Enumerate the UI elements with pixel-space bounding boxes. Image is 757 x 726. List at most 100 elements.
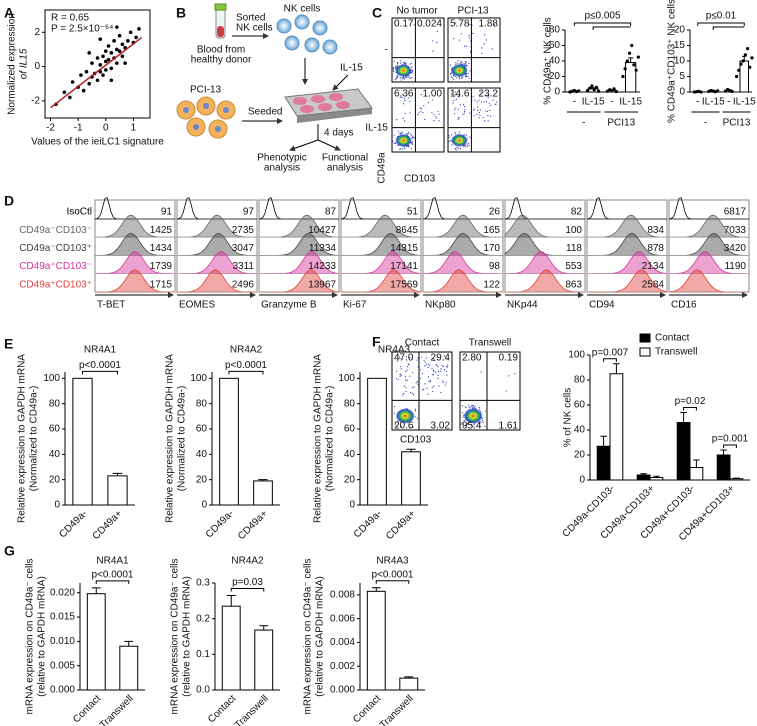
- flow-event: [425, 363, 427, 366]
- point: [87, 81, 92, 86]
- row-label: CD49a⁺CD103⁺: [19, 279, 92, 290]
- point: [62, 90, 67, 95]
- flow-event: [445, 370, 447, 373]
- flow-event: [483, 43, 485, 45]
- mfi-value: 6817: [724, 207, 747, 218]
- flow-event: [435, 364, 437, 366]
- mfi-value: 2134: [642, 261, 665, 272]
- histogram-frame: [258, 199, 340, 293]
- mfi-value: 91: [161, 207, 173, 218]
- p-value: p=0.001: [712, 434, 749, 445]
- flow-event: [456, 77, 458, 79]
- flow-event: [468, 142, 470, 144]
- flow-event: [409, 375, 411, 377]
- flow-event: [508, 375, 510, 377]
- flow-event: [412, 386, 414, 389]
- annotation: P = 2.5×10⁻⁶⁴: [51, 24, 113, 35]
- flow-event: [462, 104, 465, 106]
- significance-bracket: [228, 370, 264, 375]
- flow-event: [454, 22, 457, 24]
- y-axis-label: mRNA expression on CD49a⁻ cells: [303, 559, 314, 715]
- chart-title: NR4A1: [96, 556, 129, 567]
- flow-event: [436, 41, 438, 43]
- flow-event: [397, 130, 399, 132]
- flow-event: [454, 91, 456, 93]
- y-tick-label: 15: [674, 40, 686, 51]
- error-bar: [124, 640, 134, 647]
- y-axis-label: Relative expression to GAPDH mRNA: [313, 354, 324, 523]
- flow-event: [421, 372, 424, 375]
- flow-event: [460, 60, 462, 63]
- y-axis-label: Normalized expression: [7, 13, 18, 115]
- point: [79, 73, 83, 77]
- flow-event: [496, 101, 498, 103]
- flow-event: [470, 424, 472, 426]
- y-tick-label: 20: [344, 474, 356, 485]
- flow-event: [396, 62, 399, 64]
- y-tick-label: 0.1: [196, 649, 210, 660]
- tumor-text: PCI-13: [190, 85, 222, 96]
- mfi-value: 82: [571, 207, 583, 218]
- flow-event: [412, 394, 415, 396]
- quadrant-percent: 3.02: [431, 421, 451, 432]
- significance-bracket: [95, 580, 130, 584]
- y-tick-label: 80: [49, 398, 61, 409]
- y-tick-label: 0.0: [196, 685, 210, 696]
- y-tick-label: 20: [674, 25, 686, 36]
- flow-event: [433, 114, 435, 116]
- y-tick-label: -2: [31, 95, 40, 106]
- bar: [676, 422, 691, 481]
- quadrant-percent: 6.36: [394, 89, 414, 100]
- mfi-value: 3047: [232, 243, 255, 254]
- flow-event: [467, 72, 469, 75]
- flow-event: [424, 365, 426, 367]
- flow-event: [437, 370, 440, 373]
- flow-event: [450, 139, 452, 142]
- flow-event: [434, 371, 437, 373]
- flow-event: [393, 142, 395, 145]
- mfi-value: 878: [647, 243, 664, 254]
- y-tick-label: 0.002: [330, 661, 355, 672]
- flow-event: [469, 112, 471, 114]
- flow-event: [455, 149, 457, 151]
- error-bar: [693, 459, 700, 468]
- marker-label: EOMES: [179, 300, 215, 311]
- mfi-value: 834: [647, 225, 664, 236]
- flow-event: [455, 133, 457, 135]
- flow-event: [407, 145, 409, 148]
- x-tick-label: Contact: [71, 693, 103, 725]
- flow-event: [404, 120, 406, 122]
- flow-event: [408, 75, 410, 77]
- flow-event: [467, 75, 469, 78]
- flow-event: [469, 407, 471, 409]
- row-label: IsoCtl: [66, 207, 92, 218]
- x-tick-label: -: [696, 97, 699, 108]
- bar: [107, 475, 128, 506]
- histogram-frame: [504, 199, 586, 293]
- y-tick-label: 60: [549, 40, 561, 51]
- flow-event: [494, 103, 496, 105]
- flow-event: [404, 100, 406, 102]
- flow-event: [396, 77, 398, 79]
- flow-event: [396, 370, 398, 372]
- flow-event: [399, 148, 401, 150]
- data-point: [716, 89, 720, 93]
- flow-event: [456, 146, 458, 149]
- histogram-curve: [504, 197, 585, 220]
- data-point: [750, 56, 754, 60]
- flow-event: [485, 100, 488, 103]
- flow-event: [401, 96, 403, 99]
- flow-event: [469, 70, 471, 72]
- y-axis-label: of IL15: [19, 48, 30, 79]
- flow-event: [481, 47, 483, 49]
- flow-event: [408, 146, 410, 148]
- flow-event: [457, 95, 459, 97]
- flow-density: [395, 64, 412, 77]
- flow-event: [441, 364, 443, 367]
- marker-label: Granzyme B: [261, 300, 317, 311]
- flow-event: [448, 134, 450, 136]
- flow-event: [480, 101, 483, 103]
- error-bar: [226, 594, 236, 607]
- bar: [366, 590, 386, 691]
- flow-event: [440, 370, 442, 372]
